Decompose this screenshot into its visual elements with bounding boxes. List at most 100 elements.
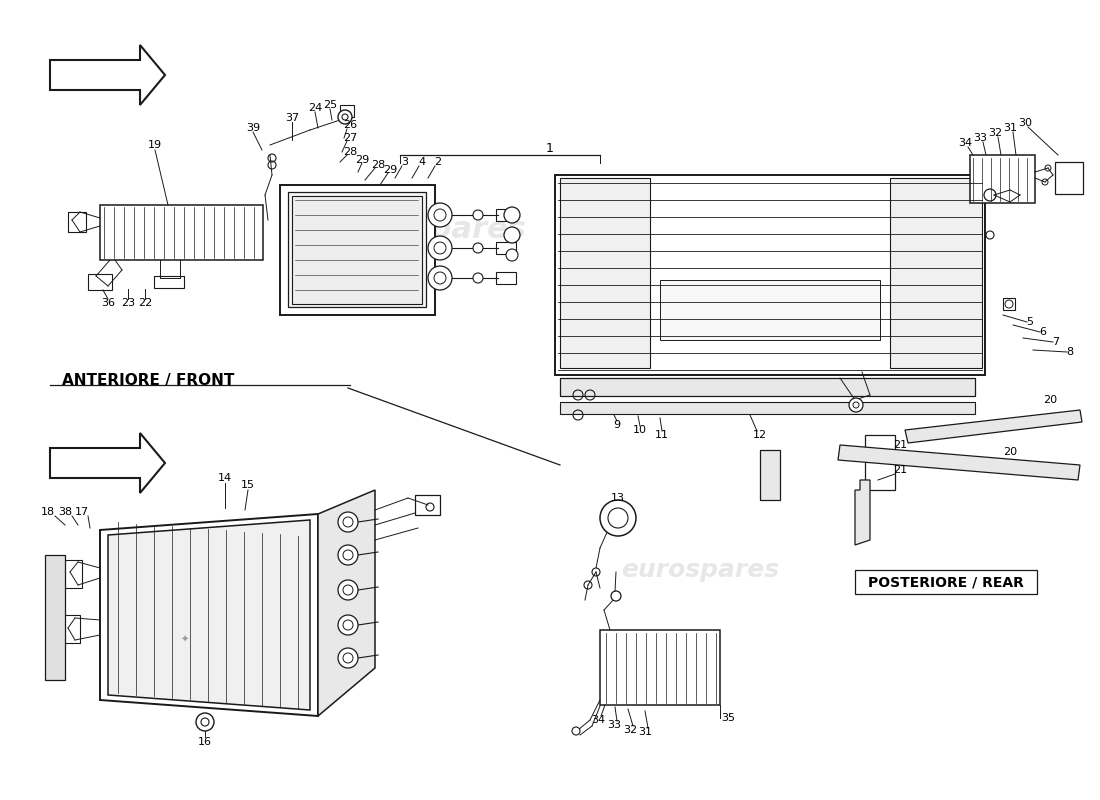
Circle shape — [613, 513, 623, 523]
Text: 32: 32 — [988, 128, 1002, 138]
Circle shape — [986, 231, 994, 239]
Text: 31: 31 — [1003, 123, 1018, 133]
Text: 37: 37 — [285, 113, 299, 123]
Text: POSTERIORE / REAR: POSTERIORE / REAR — [868, 575, 1024, 589]
Circle shape — [610, 591, 621, 601]
Circle shape — [428, 203, 452, 227]
Bar — [560, 178, 650, 368]
Polygon shape — [50, 433, 165, 493]
Text: 6: 6 — [1040, 327, 1046, 337]
Bar — [560, 378, 975, 396]
Text: 30: 30 — [1018, 118, 1032, 128]
Text: 9: 9 — [614, 420, 620, 430]
Text: eurospares: eurospares — [160, 550, 300, 570]
Circle shape — [338, 580, 358, 600]
Circle shape — [434, 272, 446, 284]
Text: 34: 34 — [591, 715, 605, 725]
Text: 26: 26 — [343, 120, 358, 130]
Circle shape — [434, 242, 446, 254]
Bar — [415, 495, 440, 515]
Bar — [1055, 162, 1084, 194]
Text: 33: 33 — [974, 133, 987, 143]
Circle shape — [504, 207, 520, 223]
Circle shape — [473, 243, 483, 253]
Text: 11: 11 — [654, 430, 669, 440]
Text: 13: 13 — [610, 493, 625, 503]
Text: 5: 5 — [1026, 317, 1034, 327]
Text: 21: 21 — [893, 465, 907, 475]
Polygon shape — [855, 480, 870, 545]
Circle shape — [338, 545, 358, 565]
Text: 20: 20 — [1003, 447, 1018, 457]
Text: 8: 8 — [1066, 347, 1074, 357]
Bar — [60, 615, 80, 643]
Bar — [560, 402, 975, 414]
Circle shape — [473, 273, 483, 283]
Bar — [855, 570, 1037, 594]
Text: 33: 33 — [607, 720, 621, 730]
Text: 38: 38 — [58, 507, 73, 517]
Text: 24: 24 — [308, 103, 322, 113]
Circle shape — [984, 189, 996, 201]
Polygon shape — [838, 445, 1080, 480]
Bar — [890, 178, 982, 368]
Circle shape — [434, 209, 446, 221]
Text: 2: 2 — [434, 157, 441, 167]
Text: 19: 19 — [147, 140, 162, 150]
Bar — [970, 155, 1035, 203]
Bar — [865, 435, 895, 490]
Circle shape — [338, 512, 358, 532]
Circle shape — [584, 581, 592, 589]
Text: 7: 7 — [1053, 337, 1059, 347]
Bar — [62, 560, 82, 588]
Circle shape — [196, 713, 214, 731]
Text: 21: 21 — [893, 440, 907, 450]
Bar — [100, 205, 263, 260]
Text: 15: 15 — [241, 480, 255, 490]
Text: ✦: ✦ — [180, 635, 189, 645]
Circle shape — [506, 249, 518, 261]
Polygon shape — [760, 450, 780, 500]
Text: 20: 20 — [1043, 395, 1057, 405]
Text: 27: 27 — [343, 133, 358, 143]
Bar — [600, 630, 720, 705]
Text: 17: 17 — [75, 507, 89, 517]
Circle shape — [338, 648, 358, 668]
Circle shape — [473, 210, 483, 220]
Text: 4: 4 — [418, 157, 426, 167]
Bar — [660, 280, 880, 340]
Text: 28: 28 — [371, 160, 385, 170]
Text: 32: 32 — [623, 725, 637, 735]
Text: 14: 14 — [218, 473, 232, 483]
Text: 28: 28 — [343, 147, 358, 157]
Circle shape — [592, 568, 600, 576]
Text: 12: 12 — [752, 430, 767, 440]
Text: 29: 29 — [355, 155, 370, 165]
Text: ANTERIORE / FRONT: ANTERIORE / FRONT — [62, 373, 234, 387]
Text: eurospares: eurospares — [333, 215, 527, 245]
Text: 36: 36 — [101, 298, 116, 308]
Bar — [292, 196, 422, 304]
Bar — [1003, 298, 1015, 310]
Bar — [154, 276, 184, 288]
Bar — [340, 105, 354, 117]
Text: 1: 1 — [546, 142, 554, 154]
Circle shape — [338, 615, 358, 635]
Bar — [280, 185, 434, 315]
Text: 29: 29 — [383, 165, 397, 175]
Text: 34: 34 — [958, 138, 972, 148]
Circle shape — [342, 114, 348, 120]
Circle shape — [849, 398, 864, 412]
Text: 10: 10 — [632, 425, 647, 435]
Polygon shape — [318, 490, 375, 716]
Text: 22: 22 — [138, 298, 152, 308]
Bar — [496, 209, 516, 221]
Circle shape — [338, 110, 352, 124]
Bar — [556, 175, 984, 375]
Polygon shape — [905, 410, 1082, 443]
Text: 23: 23 — [121, 298, 135, 308]
Circle shape — [572, 727, 580, 735]
Text: 25: 25 — [323, 100, 337, 110]
Text: 18: 18 — [41, 507, 55, 517]
Bar — [288, 192, 426, 307]
